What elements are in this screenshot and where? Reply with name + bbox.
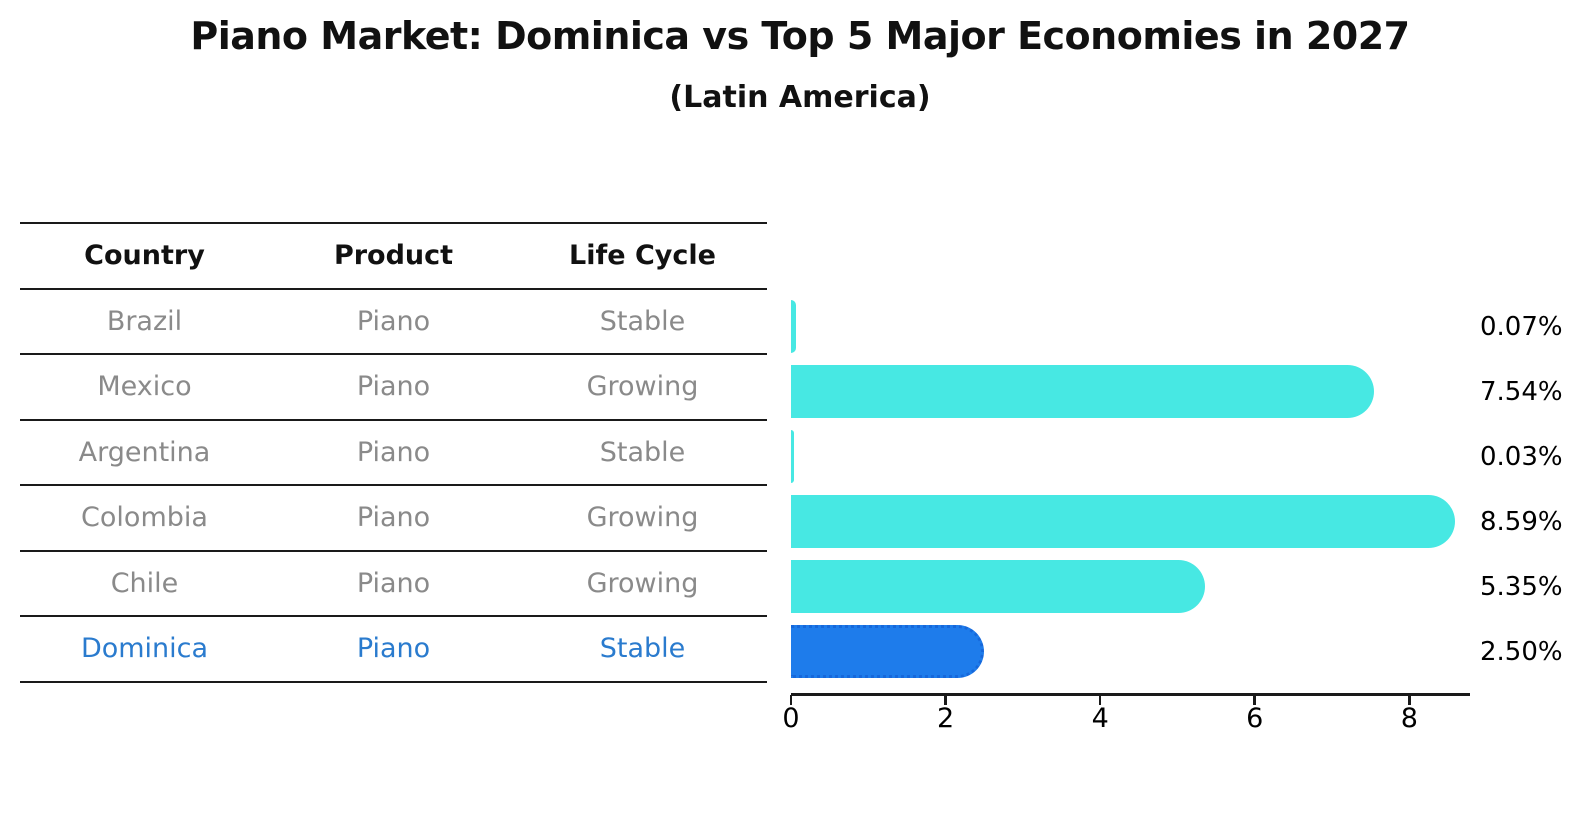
x-axis-tick-2: [944, 695, 947, 705]
cell-country: Argentina: [78, 436, 211, 468]
x-axis-tick-6: [1253, 695, 1256, 705]
cell-life-cycle: Growing: [586, 502, 699, 534]
cell-product: Piano: [356, 502, 431, 534]
bar-chile: [791, 560, 1205, 613]
cell-product: Piano: [356, 305, 431, 337]
x-axis-tick-label-6: 6: [1246, 703, 1264, 734]
column-header-product: Product: [333, 240, 454, 272]
country-table: Country Product Life Cycle Brazil Piano …: [20, 222, 767, 683]
value-label-brazil: 0.07%: [1480, 311, 1563, 342]
bar-colombia: [791, 495, 1455, 548]
value-label-colombia: 8.59%: [1480, 506, 1563, 537]
table-row-colombia: Colombia Piano Growing: [20, 484, 767, 550]
table-row-brazil: Brazil Piano Stable: [20, 287, 767, 354]
cell-life-cycle: Stable: [599, 305, 686, 337]
cell-country: Colombia: [81, 502, 208, 534]
cell-life-cycle: Growing: [586, 567, 699, 599]
bar-brazil: [791, 300, 797, 353]
cell-product: Piano: [356, 371, 431, 403]
x-axis-tick-8: [1408, 695, 1411, 705]
x-axis-tick-4: [1098, 695, 1102, 705]
cell-life-cycle: Stable: [599, 633, 686, 665]
table-row-chile: Chile Piano Growing: [20, 549, 767, 616]
column-header-country: Country: [84, 240, 205, 272]
bar-mexico: [791, 365, 1374, 418]
cell-product: Piano: [356, 567, 431, 599]
x-axis-tick-label-2: 2: [936, 703, 955, 734]
table-header-row: Country Product Life Cycle: [20, 222, 767, 288]
cell-life-cycle: Stable: [599, 436, 686, 468]
x-axis-tick-label-8: 8: [1400, 703, 1418, 734]
cell-country: Mexico: [97, 371, 192, 403]
table-row-dominica: Dominica Piano Stable: [20, 615, 767, 681]
bar-dominica: [791, 625, 985, 678]
bar-argentina: [791, 430, 794, 483]
table-row-mexico: Mexico Piano Growing: [20, 353, 767, 419]
cell-country: Dominica: [80, 633, 209, 665]
value-label-dominica: 2.50%: [1480, 636, 1563, 667]
x-axis-tick-0: [789, 695, 793, 705]
chart-subtitle: (Latin America): [669, 80, 931, 115]
value-label-argentina: 0.03%: [1480, 441, 1563, 472]
cell-country: Brazil: [106, 305, 183, 337]
column-header-life-cycle: Life Cycle: [569, 240, 716, 272]
cell-life-cycle: Growing: [586, 371, 699, 403]
cell-country: Chile: [110, 567, 179, 599]
cell-product: Piano: [356, 633, 431, 665]
table-row-argentina: Argentina Piano Stable: [20, 418, 767, 485]
x-axis-tick-label-0: 0: [782, 703, 800, 734]
value-label-chile: 5.35%: [1480, 571, 1563, 602]
x-axis-line: [791, 693, 1470, 696]
x-axis-tick-label-4: 4: [1091, 703, 1109, 734]
cell-product: Piano: [356, 436, 431, 468]
value-label-mexico: 7.54%: [1480, 376, 1563, 407]
chart-title: Piano Market: Dominica vs Top 5 Major Ec…: [190, 14, 1410, 58]
